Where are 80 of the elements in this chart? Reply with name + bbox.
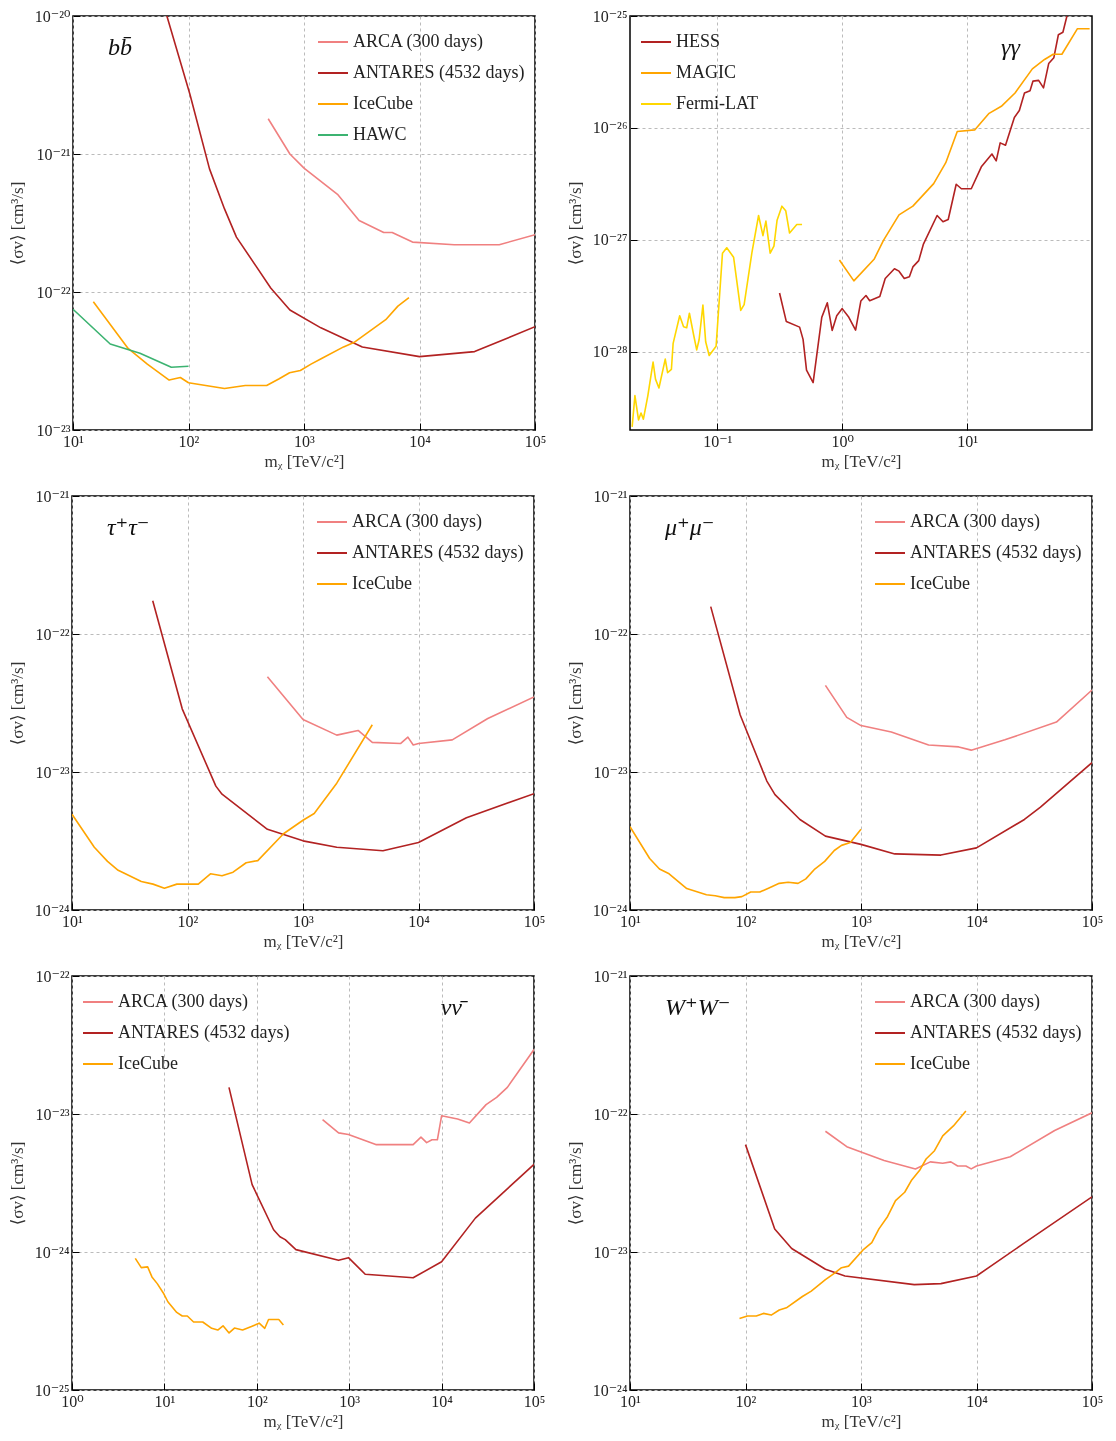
- x-tick-label: 10⁴: [409, 432, 432, 450]
- y-tick-label: 10⁻²¹: [35, 487, 70, 505]
- x-tick-label: 10⁵: [1081, 912, 1104, 930]
- legend-label: ARCA (300 days): [352, 511, 482, 532]
- y-tick-label: 10⁻²³: [35, 763, 70, 781]
- legend-label: IceCube: [352, 573, 412, 593]
- y-axis-title: ⟨σv⟩ [cm³/s]: [7, 661, 27, 746]
- x-tick-label: 10²: [246, 1392, 268, 1410]
- legend-label: IceCube: [353, 93, 413, 113]
- x-tick-label: 10⁴: [966, 912, 989, 930]
- x-tick-label: 10³: [294, 432, 316, 450]
- legend-label: IceCube: [118, 1053, 178, 1073]
- y-tick-label: 10⁻²⁰: [34, 7, 71, 25]
- y-tick-label: 10⁻²³: [593, 1243, 628, 1261]
- y-axis-title: ⟨σv⟩ [cm³/s]: [565, 661, 585, 746]
- legend-label: IceCube: [910, 573, 970, 593]
- x-tick-label: 10²: [735, 912, 757, 930]
- x-tick-label: 10³: [339, 1392, 361, 1410]
- y-tick-label: 10⁻²⁴: [34, 1243, 70, 1261]
- x-tick-label: 10²: [735, 1392, 757, 1410]
- x-tick-label: 10²: [178, 432, 200, 450]
- y-axis-title: ⟨σv⟩ [cm³/s]: [7, 1141, 27, 1226]
- x-tick-label: 10⁴: [431, 1392, 454, 1410]
- y-tick-label: 10⁻²⁶: [592, 119, 628, 137]
- annotation: τ⁺τ⁻: [107, 514, 150, 540]
- legend-label: ARCA (300 days): [910, 511, 1040, 532]
- x-axis-title: mᵪ [TeV/c²]: [263, 1411, 344, 1431]
- x-axis-title: mᵪ [TeV/c²]: [821, 1411, 902, 1431]
- annotation: bb̄: [108, 34, 132, 60]
- legend-label: IceCube: [910, 1053, 970, 1073]
- x-tick-label: 10¹: [154, 1392, 176, 1410]
- legend-label: MAGIC: [676, 62, 737, 82]
- y-tick-label: 10⁻²³: [593, 763, 628, 781]
- y-tick-label: 10⁻²⁷: [592, 231, 628, 249]
- x-tick-label: 10⁰: [831, 432, 854, 450]
- legend-label: ANTARES (4532 days): [352, 542, 524, 563]
- legend-label: HAWC: [353, 124, 407, 144]
- y-tick-label: 10⁻²²: [35, 625, 70, 643]
- x-tick-label: 10²: [177, 912, 199, 930]
- x-axis-title: mᵪ [TeV/c²]: [263, 931, 344, 951]
- x-tick-label: 10³: [851, 912, 873, 930]
- x-tick-label: 10⁵: [523, 1392, 546, 1410]
- x-tick-label: 10⁴: [966, 1392, 989, 1410]
- annotation: μ⁺μ⁻: [664, 514, 715, 540]
- x-axis-title: mᵪ [TeV/c²]: [821, 931, 902, 951]
- y-tick-label: 10⁻²⁵: [592, 7, 628, 25]
- x-axis-title: mᵪ [TeV/c²]: [821, 451, 902, 471]
- x-tick-label: 10³: [293, 912, 315, 930]
- y-tick-label: 10⁻²¹: [593, 487, 628, 505]
- y-tick-label: 10⁻²⁸: [592, 343, 628, 361]
- legend-label: ARCA (300 days): [910, 991, 1040, 1012]
- y-tick-label: 10⁻²²: [35, 967, 70, 985]
- y-axis-title: ⟨σv⟩ [cm³/s]: [565, 1141, 585, 1226]
- y-tick-label: 10⁻²²: [36, 283, 71, 301]
- x-tick-label: 10⁻¹: [703, 432, 733, 450]
- legend-label: ANTARES (4532 days): [353, 62, 525, 83]
- annotation: γγ: [1001, 34, 1021, 60]
- y-tick-label: 10⁻²¹: [36, 145, 71, 163]
- legend-label: ARCA (300 days): [118, 991, 248, 1012]
- legend-label: ANTARES (4532 days): [910, 1022, 1082, 1043]
- legend-label: HESS: [676, 31, 721, 51]
- legend-label: ANTARES (4532 days): [910, 542, 1082, 563]
- x-tick-label: 10¹: [957, 432, 979, 450]
- y-tick-label: 10⁻²²: [593, 625, 628, 643]
- y-tick-label: 10⁻²³: [35, 1105, 70, 1123]
- x-tick-label: 10³: [851, 1392, 873, 1410]
- annotation: W⁺W⁻: [665, 994, 731, 1020]
- legend-label: ANTARES (4532 days): [118, 1022, 290, 1043]
- annotation: νν̄: [440, 994, 468, 1020]
- y-tick-label: 10⁻²²: [593, 1105, 628, 1123]
- x-tick-label: 10⁵: [524, 432, 547, 450]
- x-tick-label: 10⁴: [408, 912, 431, 930]
- y-axis-title: ⟨σv⟩ [cm³/s]: [7, 181, 27, 266]
- legend-label: ARCA (300 days): [353, 31, 483, 52]
- y-axis-title: ⟨σv⟩ [cm³/s]: [565, 181, 585, 266]
- x-tick-label: 10⁵: [523, 912, 546, 930]
- y-tick-label: 10⁻²¹: [593, 967, 628, 985]
- legend-label: Fermi-LAT: [676, 93, 758, 113]
- x-tick-label: 10⁵: [1081, 1392, 1104, 1410]
- x-axis-title: mᵪ [TeV/c²]: [264, 451, 345, 471]
